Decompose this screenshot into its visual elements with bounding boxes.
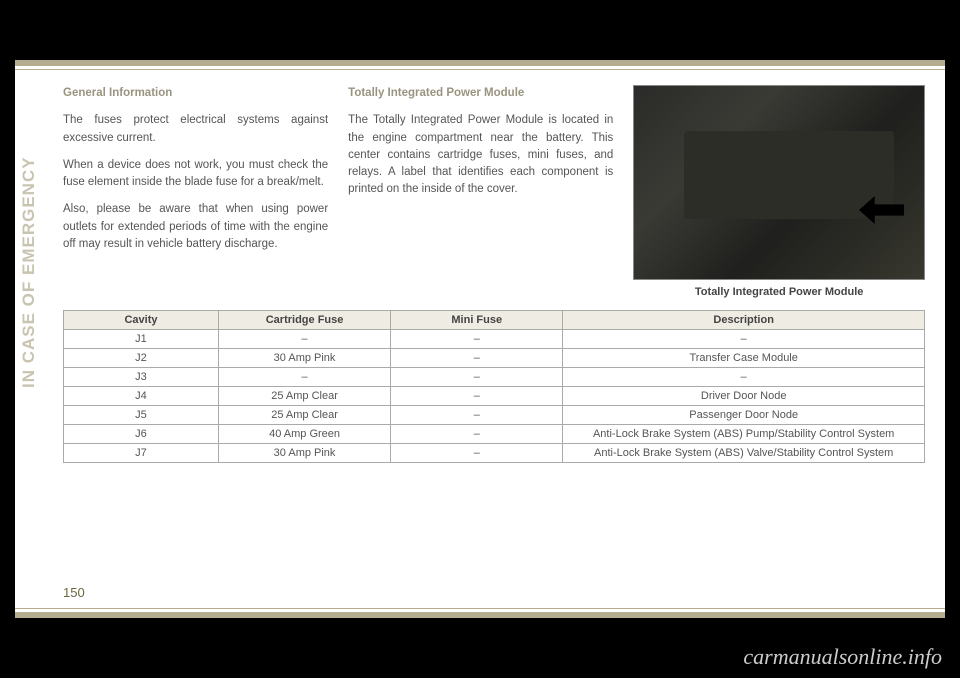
content-area: General Information The fuses protect el… xyxy=(63,85,925,598)
column-2: Totally Integrated Power Module The Tota… xyxy=(348,85,613,298)
table-row: J4 25 Amp Clear – Driver Door Node xyxy=(64,387,925,406)
cell: – xyxy=(391,425,563,444)
cell: – xyxy=(563,368,925,387)
top-band xyxy=(15,60,945,66)
cell: J7 xyxy=(64,444,219,463)
cell: Transfer Case Module xyxy=(563,349,925,368)
bottom-line xyxy=(15,608,945,609)
cell: J3 xyxy=(64,368,219,387)
cell: J4 xyxy=(64,387,219,406)
col1-heading: General Information xyxy=(63,85,328,102)
col1-p1: The fuses protect electrical systems aga… xyxy=(63,112,328,147)
cell: 40 Amp Green xyxy=(218,425,390,444)
table-row: J1 – – – xyxy=(64,330,925,349)
pointer-arrow-icon xyxy=(859,196,904,224)
text-columns: General Information The fuses protect el… xyxy=(63,85,925,298)
watermark: carmanualsonline.info xyxy=(743,644,942,670)
cell: Anti-Lock Brake System (ABS) Valve/Stabi… xyxy=(563,444,925,463)
cell: – xyxy=(218,330,390,349)
cell: – xyxy=(391,444,563,463)
cell: – xyxy=(218,368,390,387)
th-mini: Mini Fuse xyxy=(391,311,563,330)
cell: – xyxy=(391,387,563,406)
th-cartridge: Cartridge Fuse xyxy=(218,311,390,330)
cell: Driver Door Node xyxy=(563,387,925,406)
fuse-table: Cavity Cartridge Fuse Mini Fuse Descript… xyxy=(63,310,925,463)
cell: J5 xyxy=(64,406,219,425)
col1-p3: Also, please be aware that when using po… xyxy=(63,201,328,253)
cell: – xyxy=(391,368,563,387)
cell: 25 Amp Clear xyxy=(218,406,390,425)
cell: – xyxy=(563,330,925,349)
cell: – xyxy=(391,349,563,368)
cell: – xyxy=(391,330,563,349)
top-line xyxy=(15,69,945,70)
table-row: J6 40 Amp Green – Anti-Lock Brake System… xyxy=(64,425,925,444)
cell: Passenger Door Node xyxy=(563,406,925,425)
bottom-band xyxy=(15,612,945,618)
col1-p2: When a device does not work, you must ch… xyxy=(63,157,328,192)
table-row: J5 25 Amp Clear – Passenger Door Node xyxy=(64,406,925,425)
cell: 25 Amp Clear xyxy=(218,387,390,406)
photo-caption: Totally Integrated Power Module xyxy=(695,286,863,298)
engine-compartment-photo xyxy=(633,85,925,280)
cell: J1 xyxy=(64,330,219,349)
th-description: Description xyxy=(563,311,925,330)
cell: Anti-Lock Brake System (ABS) Pump/Stabil… xyxy=(563,425,925,444)
table-row: J2 30 Amp Pink – Transfer Case Module xyxy=(64,349,925,368)
cell: – xyxy=(391,406,563,425)
section-tab: IN CASE OF EMERGENCY xyxy=(15,85,43,388)
page-number: 150 xyxy=(63,585,85,600)
table-header-row: Cavity Cartridge Fuse Mini Fuse Descript… xyxy=(64,311,925,330)
table-row: J7 30 Amp Pink – Anti-Lock Brake System … xyxy=(64,444,925,463)
cell: 30 Amp Pink xyxy=(218,444,390,463)
column-1: General Information The fuses protect el… xyxy=(63,85,328,298)
manual-page: IN CASE OF EMERGENCY General Information… xyxy=(15,60,945,618)
col2-p1: The Totally Integrated Power Module is l… xyxy=(348,112,613,198)
cell: J2 xyxy=(64,349,219,368)
cell: J6 xyxy=(64,425,219,444)
col2-heading: Totally Integrated Power Module xyxy=(348,85,613,102)
th-cavity: Cavity xyxy=(64,311,219,330)
table-row: J3 – – – xyxy=(64,368,925,387)
photo-column: Totally Integrated Power Module xyxy=(633,85,925,298)
cell: 30 Amp Pink xyxy=(218,349,390,368)
